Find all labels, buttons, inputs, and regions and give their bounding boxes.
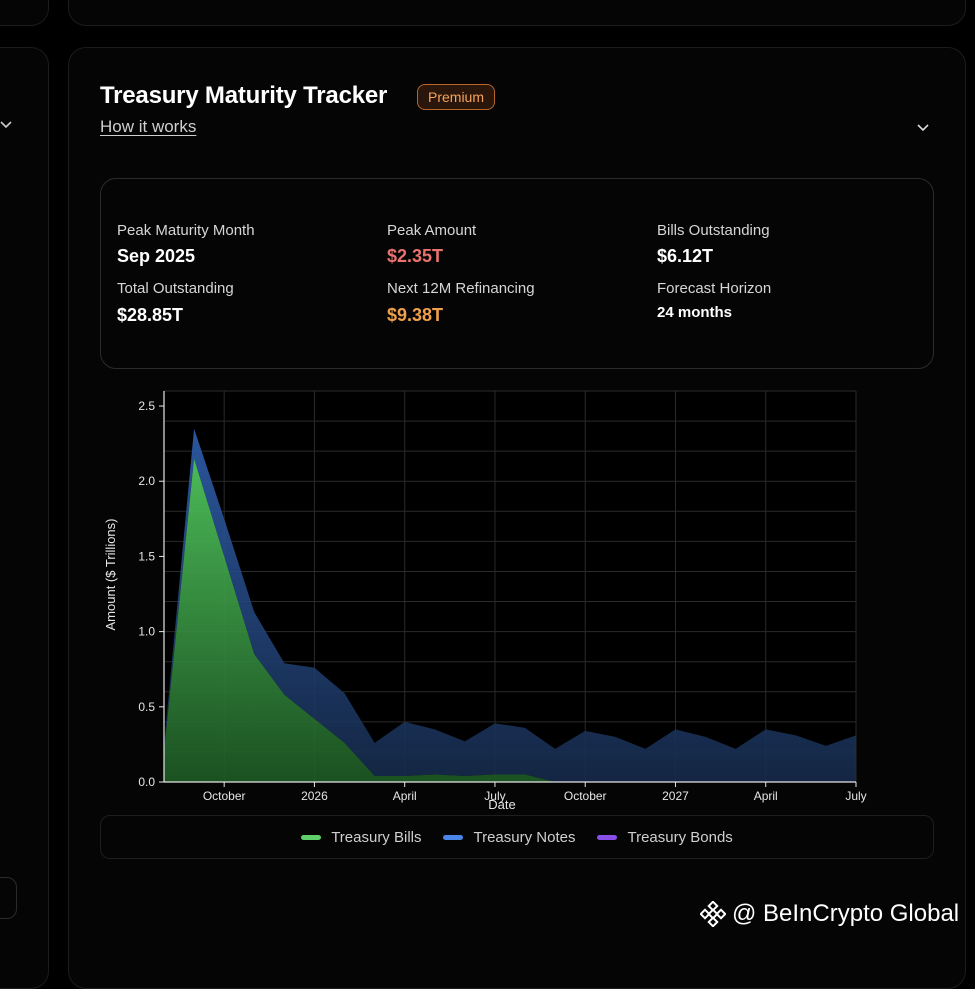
stat-value-peak-month: Sep 2025 [117,246,196,266]
stats-panel: Peak Maturity Month Sep 2025 Peak Amount… [100,178,934,369]
legend-item-bonds[interactable]: Treasury Bonds [597,828,733,846]
legend-label-bonds: Treasury Bonds [627,828,733,846]
maturity-area-chart: 0.0 0.5 1.0 1.5 2.0 2.5 October 2026 April July Oc… [103,390,867,812]
left-panel-card [0,47,49,989]
binance-logo-icon [700,901,726,927]
y-tick-label: 0.0 [138,775,155,789]
y-tick-label: 1.5 [138,549,155,563]
x-tick-label: 2026 [301,789,328,803]
legend-swatch-bills [301,834,322,840]
page-title: Treasury Maturity Tracker [100,82,388,109]
series-area-treasury-notes [164,428,856,782]
stat-value-refinancing: $9.38T [387,305,444,325]
chevron-down-icon[interactable] [916,120,930,134]
stat-label-peak-month: Peak Maturity Month [117,222,255,239]
left-panel-control[interactable] [0,877,17,919]
x-tick-label: July [845,789,866,803]
y-tick-label: 0.5 [138,700,155,714]
chevron-down-icon[interactable] [0,118,12,130]
watermark-text: @ BeInCrypto Global [732,900,960,927]
stat-label-total-outstanding: Total Outstanding [117,280,234,297]
stat-label-refinancing: Next 12M Refinancing [387,280,535,297]
x-tick-label: October [203,789,246,803]
x-tick-label: April [393,789,417,803]
x-tick-label: October [564,789,607,803]
x-tick-label: April [754,789,778,803]
premium-badge: Premium [417,84,496,110]
stat-value-forecast-horizon: 24 months [657,304,733,321]
y-tick-label: 2.5 [138,399,155,413]
y-tick-label: 1.0 [138,625,155,639]
x-tick-label: 2027 [662,789,689,803]
chart-legend: Treasury Bills Treasury Notes Treasury B… [100,815,934,859]
legend-item-bills[interactable]: Treasury Bills [301,829,421,846]
y-axis-label: Amount ($ Trillions) [103,519,118,631]
top-card [68,0,966,26]
stat-value-total-outstanding: $28.85T [117,305,184,325]
legend-item-notes[interactable]: Treasury Notes [443,829,575,846]
series-area-treasury-bills [164,458,856,782]
stat-label-forecast-horizon: Forecast Horizon [657,280,772,297]
stat-label-peak-amount: Peak Amount [387,222,477,239]
legend-label-bills: Treasury Bills [331,828,422,846]
x-tick-label: July [484,789,505,803]
legend-label-notes: Treasury Notes [473,828,576,846]
top-left-card [0,0,49,26]
legend-swatch-bonds [597,834,618,840]
stat-label-bills-outstanding: Bills Outstanding [657,222,770,239]
watermark: @ BeInCrypto Global [700,900,959,928]
how-it-works-link[interactable]: How it works [100,117,197,136]
stat-value-peak-amount: $2.35T [387,246,444,266]
legend-swatch-notes [443,834,464,840]
x-axis-label: Date [488,797,515,812]
stat-value-bills-outstanding: $6.12T [657,246,714,266]
y-tick-label: 2.0 [138,474,155,488]
